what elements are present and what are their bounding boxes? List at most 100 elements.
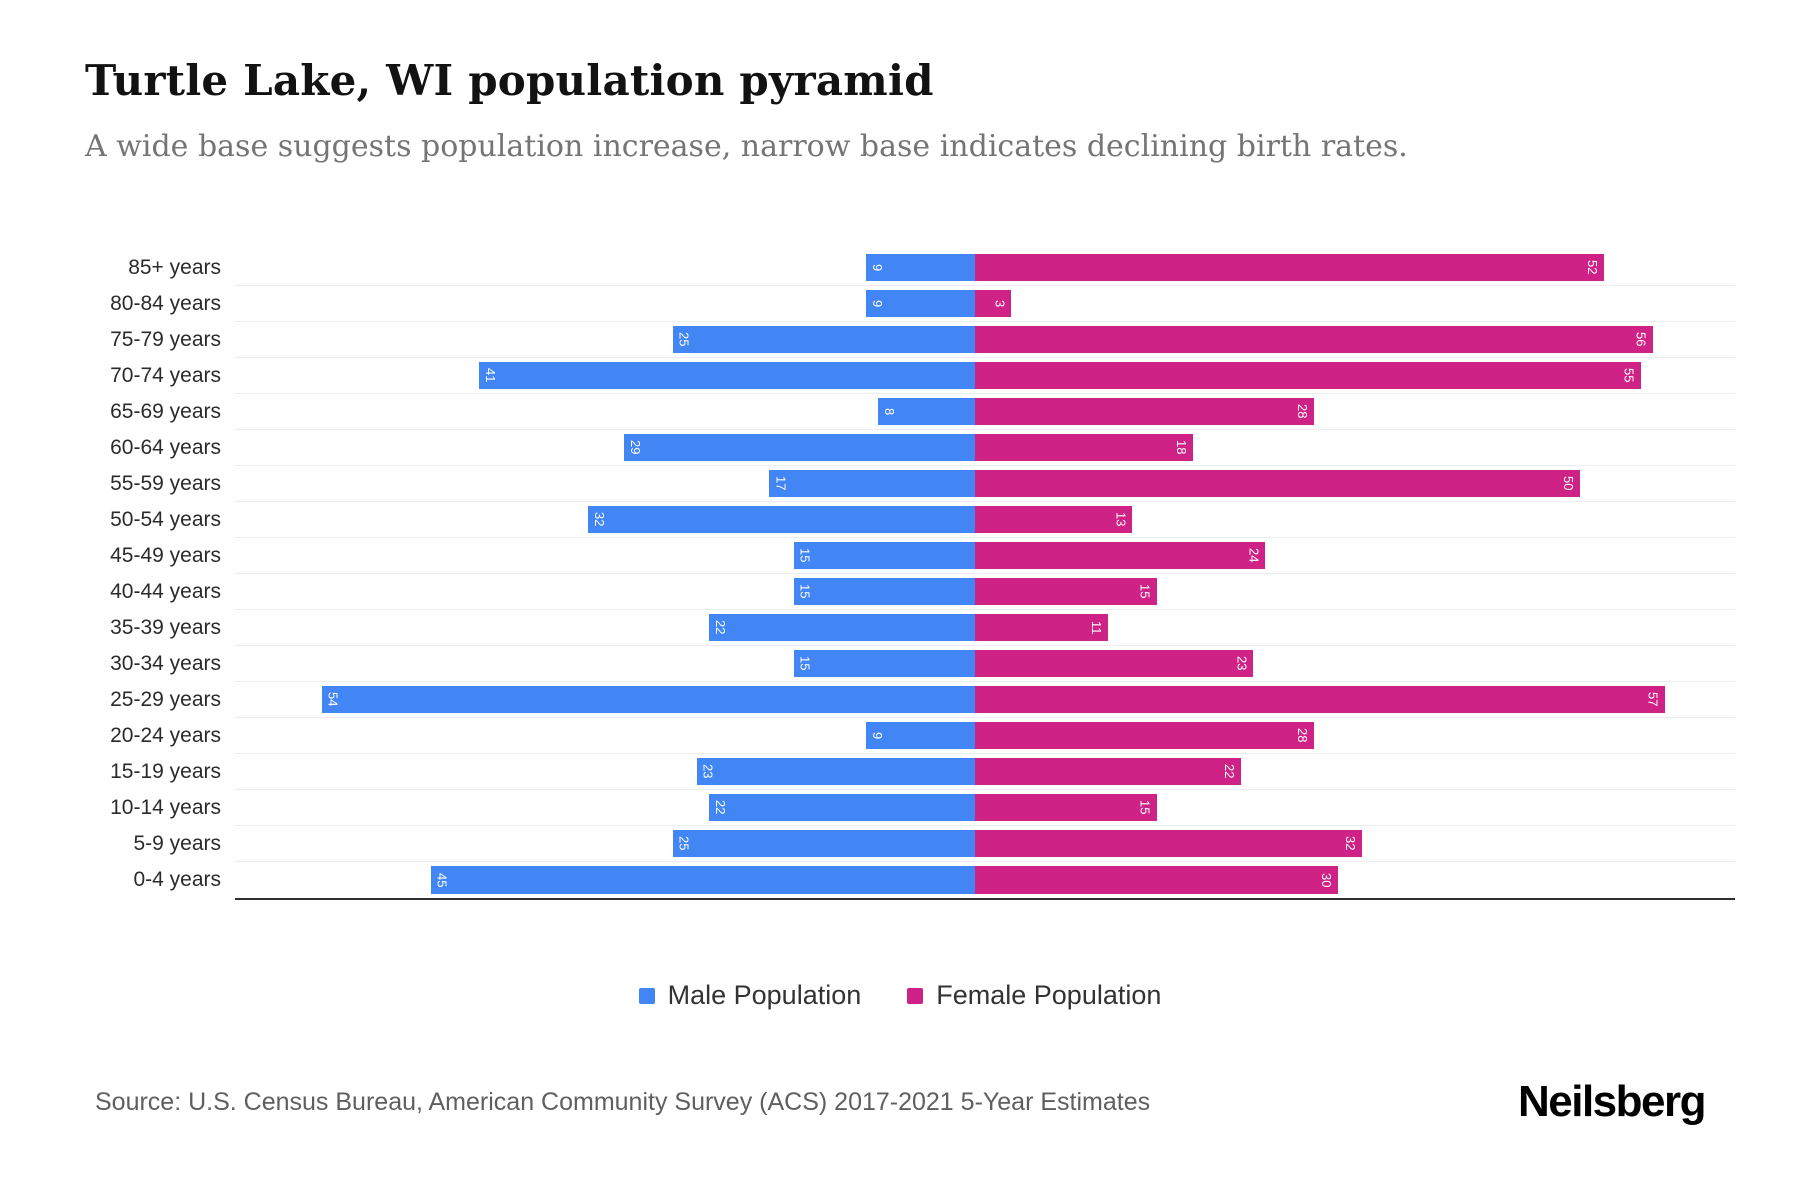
legend: Male Population Female Population [0,980,1800,1011]
pyramid-row: 75-79 years 25 56 [85,322,1747,358]
bar-value-label: 23 [1234,656,1250,671]
male-bar[interactable]: 29 [624,434,975,461]
row-track: 17 50 [235,466,1735,502]
pyramid-row: 30-34 years 15 23 [85,646,1747,682]
male-bar[interactable]: 22 [708,614,975,641]
male-bar[interactable]: 15 [793,578,975,605]
male-bar[interactable]: 8 [878,398,975,425]
pyramid-row: 25-29 years 54 57 [85,682,1747,718]
female-bar[interactable]: 22 [975,758,1242,785]
female-bar[interactable]: 57 [975,686,1665,713]
row-track: 15 24 [235,538,1735,574]
male-bar[interactable]: 9 [866,290,975,317]
age-group-label: 0-4 years [133,868,221,891]
pyramid-row: 40-44 years 15 15 [85,574,1747,610]
female-bar[interactable]: 3 [975,290,1012,317]
legend-item-female[interactable]: Female Population [907,980,1161,1011]
row-track: 22 15 [235,790,1735,826]
bar-value-label: 24 [1246,548,1262,563]
female-bar[interactable]: 55 [975,362,1641,389]
page-title: Turtle Lake, WI population pyramid [85,56,934,105]
row-track: 23 22 [235,754,1735,790]
female-swatch [907,987,924,1004]
female-bar[interactable]: 50 [975,470,1580,497]
age-group-label: 50-54 years [110,508,221,531]
neilsberg-logo: Neilsberg [1517,1077,1707,1126]
female-bar[interactable]: 23 [975,650,1254,677]
female-bar[interactable]: 15 [975,578,1157,605]
female-bar[interactable]: 28 [975,722,1314,749]
male-bar[interactable]: 9 [866,722,975,749]
female-bar[interactable]: 18 [975,434,1193,461]
bar-value-label: 15 [797,548,813,563]
legend-female-label: Female Population [936,980,1162,1010]
population-pyramid-chart: 85+ years 9 52 80-84 years 9 3 75-79 years 25 56… [85,250,1747,900]
bar-value-label: 15 [1137,584,1153,599]
male-bar[interactable]: 54 [321,686,975,713]
male-bar[interactable]: 23 [696,758,975,785]
pyramid-row: 0-4 years 45 30 [85,862,1747,898]
age-group-label: 80-84 years [110,292,221,315]
age-group-label: 30-34 years [110,652,221,675]
male-bar[interactable]: 25 [672,326,975,353]
footer: Source: U.S. Census Bureau, American Com… [0,1077,1800,1127]
row-track: 15 15 [235,574,1735,610]
age-group-label: 85+ years [128,256,221,279]
male-bar[interactable]: 15 [793,542,975,569]
row-track: 54 57 [235,682,1735,718]
pyramid-row: 5-9 years 25 32 [85,826,1747,862]
bar-value-label: 28 [1294,404,1310,419]
female-bar[interactable]: 13 [975,506,1133,533]
female-bar[interactable]: 28 [975,398,1314,425]
bar-value-label: 15 [797,656,813,671]
female-bar[interactable]: 32 [975,830,1363,857]
page-subtitle: A wide base suggests population increase… [85,129,1408,164]
bar-value-label: 45 [434,872,450,888]
pyramid-row: 60-64 years 29 18 [85,430,1747,466]
male-bar[interactable]: 22 [708,794,975,821]
age-group-label: 10-14 years [110,796,221,819]
male-bar[interactable]: 25 [672,830,975,857]
bar-value-label: 32 [1343,836,1359,851]
pyramid-row: 85+ years 9 52 [85,250,1747,286]
male-bar[interactable]: 32 [587,506,975,533]
bar-value-label: 28 [1294,728,1310,743]
bar-value-label: 15 [1137,800,1153,815]
bar-value-label: 9 [870,731,886,740]
male-bar[interactable]: 45 [430,866,975,894]
pyramid-row: 15-19 years 23 22 [85,754,1747,790]
row-track: 29 18 [235,430,1735,466]
pyramid-rows: 85+ years 9 52 80-84 years 9 3 75-79 years 25 56… [85,250,1747,898]
x-axis-line [235,898,1735,900]
female-bar[interactable]: 52 [975,254,1605,281]
age-group-label: 20-24 years [110,724,221,747]
female-bar[interactable]: 15 [975,794,1157,821]
bar-value-label: 50 [1561,476,1576,491]
male-bar[interactable]: 9 [866,254,975,281]
age-group-label: 75-79 years [110,328,221,351]
male-bar[interactable]: 15 [793,650,975,677]
bar-value-label: 17 [773,476,789,491]
age-group-label: 40-44 years [110,580,221,603]
bar-value-label: 29 [628,440,644,455]
female-bar[interactable]: 11 [975,614,1109,641]
bar-value-label: 11 [1089,620,1105,635]
bar-value-label: 8 [882,407,898,416]
female-bar[interactable]: 30 [975,866,1338,894]
row-track: 25 32 [235,826,1735,862]
age-group-label: 45-49 years [110,544,221,567]
male-bar[interactable]: 17 [769,470,975,497]
pyramid-row: 35-39 years 22 11 [85,610,1747,646]
female-bar[interactable]: 56 [975,326,1653,353]
legend-item-male[interactable]: Male Population [638,980,862,1011]
bar-value-label: 41 [482,368,498,383]
bar-value-label: 25 [676,836,692,851]
bar-value-label: 9 [870,263,886,272]
pyramid-row: 80-84 years 9 3 [85,286,1747,322]
bar-value-label: 52 [1585,260,1601,275]
legend-male-label: Male Population [667,980,862,1010]
row-track: 22 11 [235,610,1735,646]
male-bar[interactable]: 41 [478,362,975,389]
female-bar[interactable]: 24 [975,542,1266,569]
